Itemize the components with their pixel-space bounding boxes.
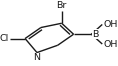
Text: OH: OH [103, 20, 118, 29]
Text: Br: Br [57, 1, 67, 10]
Text: Cl: Cl [0, 34, 9, 43]
Text: B: B [92, 30, 99, 39]
Text: N: N [34, 53, 40, 62]
Text: OH: OH [103, 40, 118, 49]
